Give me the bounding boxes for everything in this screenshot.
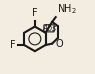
Text: Abs: Abs	[42, 24, 56, 33]
FancyBboxPatch shape	[44, 25, 54, 32]
Text: F: F	[32, 8, 38, 18]
Text: O: O	[55, 39, 63, 49]
Text: NH$_2$: NH$_2$	[57, 2, 77, 16]
Text: F: F	[10, 40, 15, 50]
